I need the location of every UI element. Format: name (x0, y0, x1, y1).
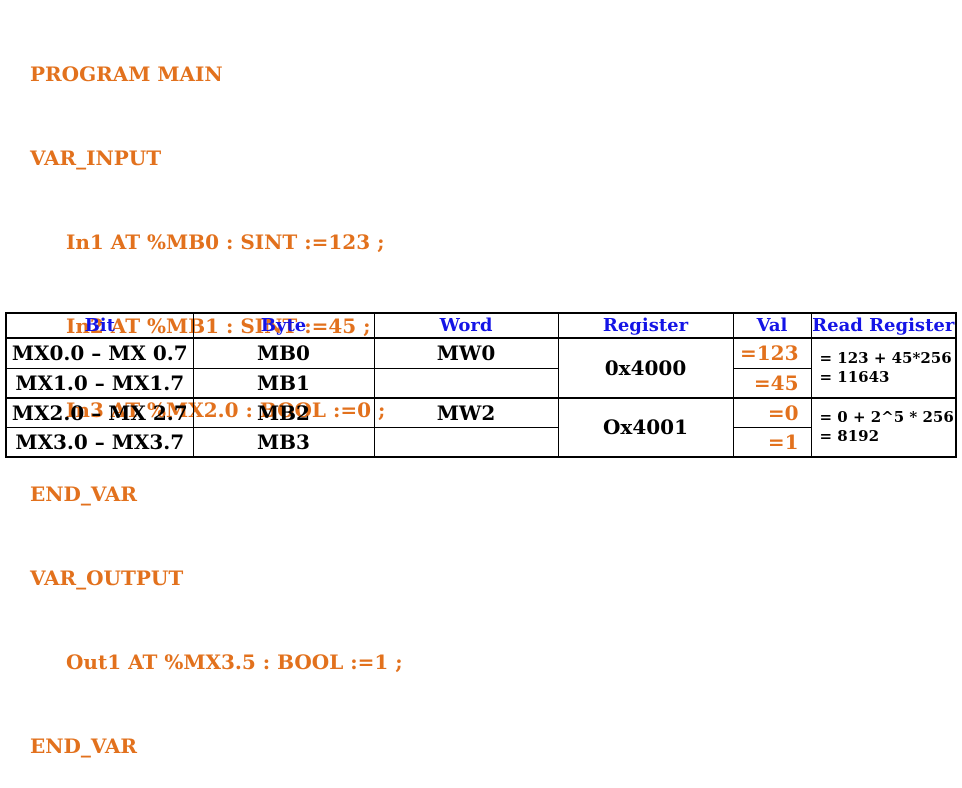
byte-cell: MB0 (192, 337, 375, 369)
code-line: END_VAR (30, 734, 137, 758)
bit-cell: MX2.0 – MX 2.7 (5, 396, 194, 428)
column-header-bit: Bit (5, 312, 194, 339)
read-register-line: = 11643 (819, 367, 890, 386)
column-header-register: Register (557, 312, 734, 339)
memory-mapping-table: Bit Byte Word Register Val Read Register… (5, 312, 957, 458)
table-row: MX2.0 – MX 2.7 MB2 MW2 Ox4001 =0 = 0 + 2… (5, 396, 957, 457)
code-line: VAR_INPUT (30, 146, 162, 170)
code-line: VAR_OUTPUT (30, 566, 184, 590)
table-row: MX3.0 – MX3.7 MB3 =1 (5, 426, 956, 457)
word-cell: MW2 (373, 396, 559, 428)
read-register-line: = 0 + 2^5 * 256 (819, 408, 954, 426)
val-cell: =123 (732, 337, 812, 369)
column-header-val: Val (732, 312, 812, 339)
column-header-byte: Byte (192, 312, 375, 339)
code-line: END_VAR (30, 482, 137, 506)
byte-cell: MB3 (192, 426, 375, 457)
word-cell (373, 367, 559, 398)
val-cell: =1 (732, 426, 812, 457)
table-header-row: Bit Byte Word Register Val Read Register (5, 312, 957, 339)
read-register-cell: = 0 + 2^5 * 256 = 8192 (810, 396, 957, 457)
table-row: MX0.0 – MX 0.7 MB0 MW0 0x4000 =123 = 123… (5, 337, 957, 398)
code-line: Out1 AT %MX3.5 : BOOL :=1 ; (66, 650, 403, 674)
bit-cell: MX1.0 – MX1.7 (5, 367, 194, 398)
word-cell (373, 426, 559, 457)
register-cell: Ox4001 (557, 396, 734, 457)
register-cell: 0x4000 (557, 337, 734, 398)
read-register-cell: = 123 + 45*256 = 11643 (810, 337, 957, 398)
bit-cell: MX0.0 – MX 0.7 (5, 337, 194, 369)
byte-cell: MB2 (192, 396, 375, 428)
val-cell: =0 (732, 396, 812, 428)
code-line: PROGRAM MAIN (30, 62, 223, 86)
column-header-word: Word (373, 312, 559, 339)
bit-cell: MX3.0 – MX3.7 (5, 426, 194, 457)
read-register-line: = 8192 (819, 427, 880, 445)
column-header-read-register: Read Register (810, 312, 957, 339)
table-row: MX1.0 – MX1.7 MB1 =45 (5, 367, 956, 398)
byte-cell: MB1 (192, 367, 375, 398)
val-cell: =45 (732, 367, 812, 398)
word-cell: MW0 (373, 337, 559, 369)
code-line: In1 AT %MB0 : SINT :=123 ; (66, 230, 385, 254)
read-register-line: = 123 + 45*256 (819, 348, 952, 367)
